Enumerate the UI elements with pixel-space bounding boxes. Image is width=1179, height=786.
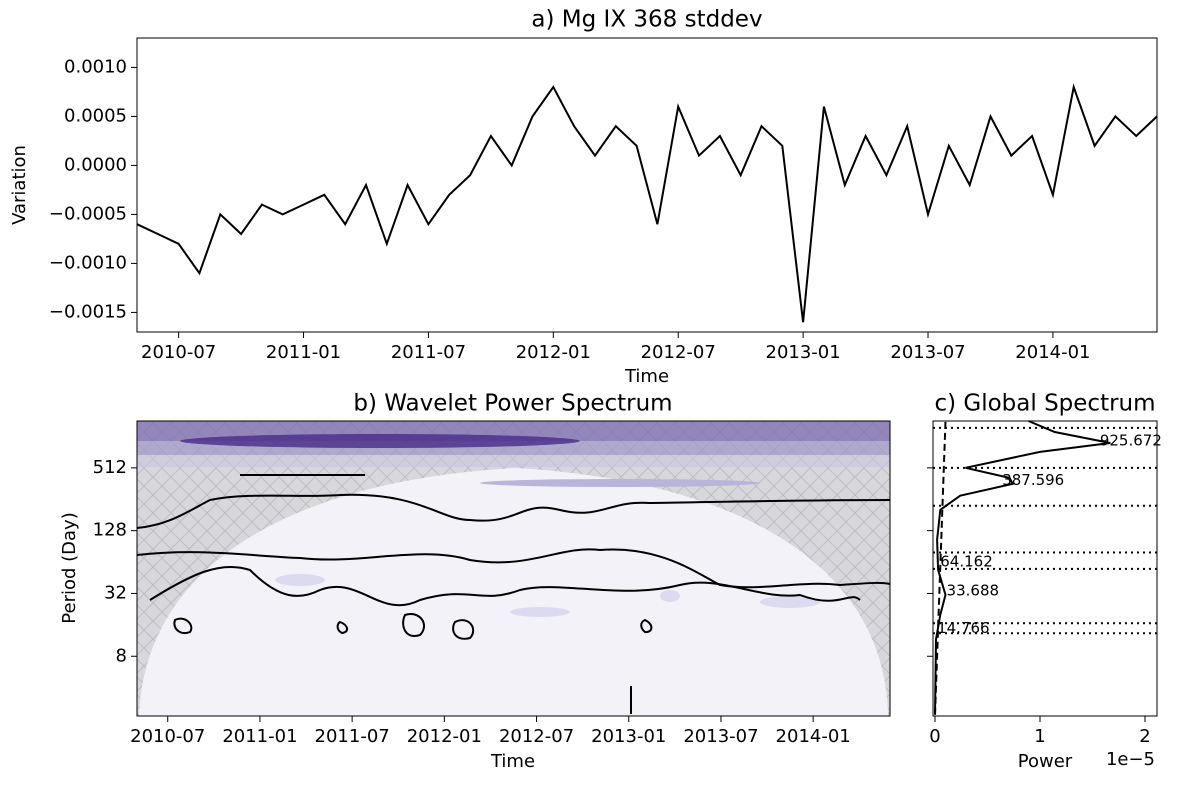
peak-label: 64.162 [940, 552, 993, 570]
x-tick-label: 2013-07 [890, 342, 965, 363]
x-tick-label: 2011-01 [266, 342, 341, 363]
x-tick-label: 2012-07 [499, 726, 574, 747]
y-tick-label: −0.0010 [49, 252, 127, 273]
y-tick-label: 128 [93, 520, 127, 541]
x-tick-label: 0 [929, 726, 940, 747]
y-tick-label: 8 [116, 645, 127, 666]
y-tick-label: 32 [104, 582, 127, 603]
x-tick-label: 2011-07 [315, 726, 390, 747]
x-tick-label: 2012-01 [407, 726, 482, 747]
title-a: a) Mg IX 368 stddev [531, 7, 762, 33]
x-tick-label: 2012-01 [516, 342, 591, 363]
x-tick-label: 2012-07 [641, 342, 716, 363]
y-tick-label: 0.0010 [64, 56, 127, 77]
x-tick-label: 2011-07 [391, 342, 466, 363]
x-tick-label: 2013-07 [683, 726, 758, 747]
ylabel-b: Period (Day) [59, 512, 80, 623]
y-tick-label: 512 [93, 457, 127, 478]
x-tick-label: 2010-07 [130, 726, 205, 747]
y-tick-label: 0.0005 [64, 105, 127, 126]
xlabel-a: Time [624, 366, 669, 387]
series-line [136, 83, 1158, 323]
axes-b [136, 420, 891, 717]
x-tick-label: 2014-01 [776, 726, 851, 747]
y-tick-label: −0.0015 [49, 301, 127, 322]
spectrum-line [934, 420, 1111, 715]
significance-line [934, 420, 947, 715]
peak-label: 14.766 [937, 619, 990, 637]
peak-label: 387.596 [1002, 471, 1064, 489]
offset-label: 1e−5 [1106, 749, 1155, 770]
title-c: c) Global Spectrum [934, 391, 1155, 417]
y-tick-label: −0.0005 [49, 203, 127, 224]
x-tick-label: 1 [1034, 726, 1045, 747]
y-tick-label: 0.0000 [64, 154, 127, 175]
xlabel-c: Power [1018, 751, 1073, 772]
x-tick-label: 2010-07 [141, 342, 216, 363]
x-tick-label: 2011-01 [222, 726, 297, 747]
x-tick-label: 2013-01 [591, 726, 666, 747]
x-tick-label: 2013-01 [766, 342, 841, 363]
xlabel-b: Time [490, 751, 535, 772]
x-tick-label: 2014-01 [1015, 342, 1090, 363]
peak-label: 925.672 [1100, 432, 1162, 450]
ylabel-a: Variation [9, 145, 30, 225]
title-b: b) Wavelet Power Spectrum [353, 391, 672, 417]
peak-label: 33.688 [947, 582, 1000, 600]
axes-a [136, 37, 1158, 333]
wavelet-field [137, 421, 890, 716]
x-tick-label: 2 [1139, 726, 1150, 747]
